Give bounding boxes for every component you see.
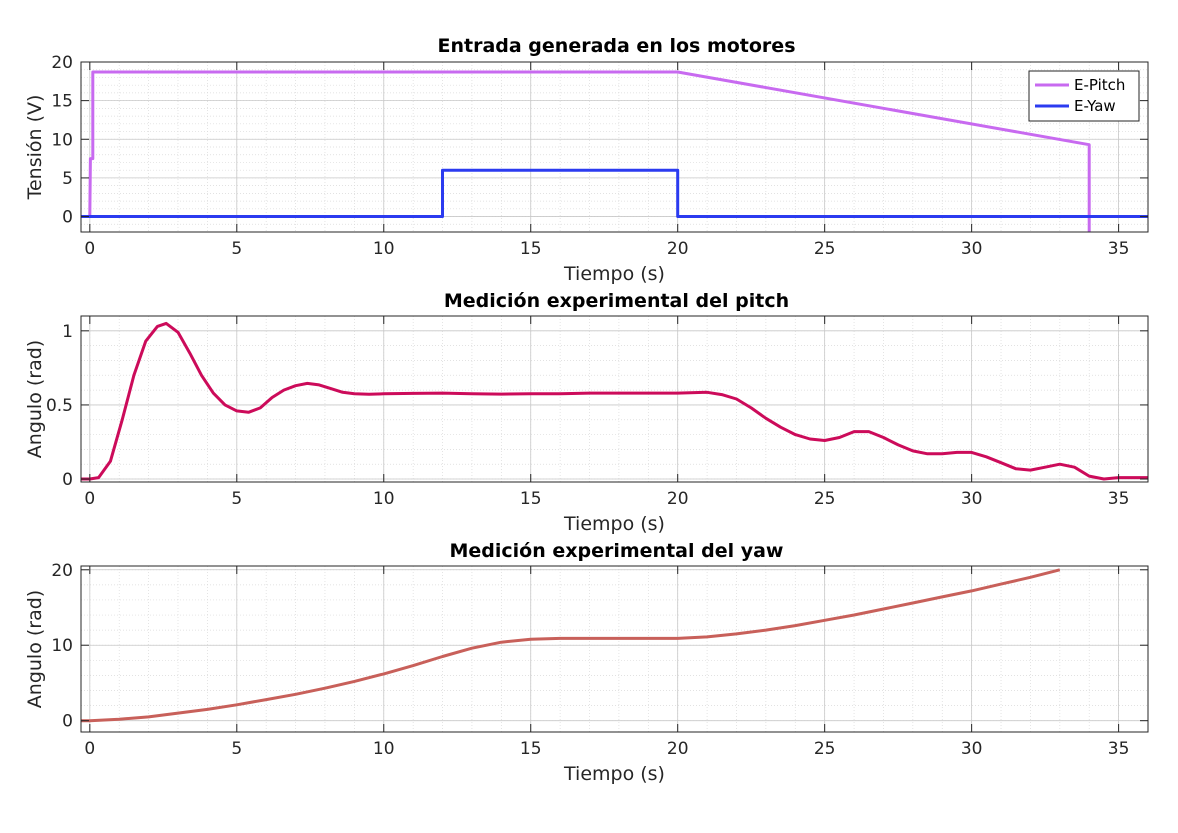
series-line-e-yaw	[81, 168, 1148, 218]
axes-box	[80, 61, 1149, 233]
legend-entry-label: E-Pitch	[1074, 76, 1125, 94]
x-tick-label: 20	[667, 739, 689, 759]
chart-panel-2: 0 5 10 15 20 25 30 35 0 0.5 1 Medición experimental…	[24, 290, 1149, 535]
series-line-2-1	[81, 321, 1148, 481]
x-tick-label: 5	[231, 739, 242, 759]
y-tick-label: 0	[62, 470, 73, 490]
chart-title: Entrada generada en los motores	[437, 35, 795, 57]
x-tick-label: 0	[84, 239, 95, 259]
x-tick-label: 5	[231, 489, 242, 509]
x-tick-label: 15	[520, 489, 542, 509]
plot-area	[81, 566, 1148, 732]
x-tick-label: 25	[814, 239, 836, 259]
x-tick-label: 30	[961, 739, 983, 759]
y-tick-label: 15	[51, 92, 73, 112]
x-tick-label: 35	[1108, 489, 1130, 509]
x-tick-label: 10	[373, 739, 395, 759]
x-tick-label: 30	[961, 239, 983, 259]
chart-panel-1: 0 5 10 15 20 25 30 35 0 5 10 15 20 Entrada generada e…	[24, 35, 1149, 285]
chart-panel-3: 0 5 10 15 20 25 30 35 0 10 20 Medición experimental…	[24, 540, 1149, 785]
x-tick-label: 0	[84, 489, 95, 509]
legend-box	[1028, 70, 1140, 122]
y-tick-label: 10	[51, 130, 73, 150]
y-tick-label: 0.5	[46, 396, 73, 416]
x-axis-label: Tiempo (s)	[563, 763, 665, 785]
y-tick-label: 20	[51, 561, 73, 581]
series-line-e-pitch	[88, 70, 1091, 232]
y-tick-label: 20	[51, 53, 73, 73]
x-tick-label: 10	[373, 239, 395, 259]
x-tick-label: 20	[667, 489, 689, 509]
chart-title: Medición experimental del pitch	[444, 290, 789, 312]
series-line-3-1	[81, 568, 1061, 723]
x-tick-label: 35	[1108, 239, 1130, 259]
legend-entry-label: E-Yaw	[1074, 97, 1116, 115]
x-tick-label: 25	[814, 739, 836, 759]
x-tick-label: 35	[1108, 739, 1130, 759]
axes-box	[80, 565, 1149, 733]
chart-title: Medición experimental del yaw	[449, 540, 783, 562]
x-tick-label: 15	[520, 739, 542, 759]
y-axis-label: Angulo (rad)	[24, 590, 46, 708]
x-tick-label: 15	[520, 239, 542, 259]
y-tick-label: 10	[51, 636, 73, 656]
legend: E-Pitch E-Yaw	[1028, 70, 1140, 122]
y-tick-label: 0	[62, 208, 73, 228]
axes-box	[80, 315, 1149, 483]
x-tick-label: 10	[373, 489, 395, 509]
x-tick-label: 20	[667, 239, 689, 259]
y-tick-label: 1	[62, 322, 73, 342]
y-axis-label: Angulo (rad)	[24, 340, 46, 458]
x-tick-label: 0	[84, 739, 95, 759]
x-axis-label: Tiempo (s)	[563, 513, 665, 535]
y-axis-label: Tensión (V)	[24, 95, 46, 201]
x-axis-label: Tiempo (s)	[563, 263, 665, 285]
x-tick-label: 25	[814, 489, 836, 509]
plot-area	[81, 316, 1148, 482]
x-tick-label: 30	[961, 489, 983, 509]
x-tick-label: 5	[231, 239, 242, 259]
y-tick-label: 5	[62, 169, 73, 189]
y-tick-label: 0	[62, 712, 73, 732]
